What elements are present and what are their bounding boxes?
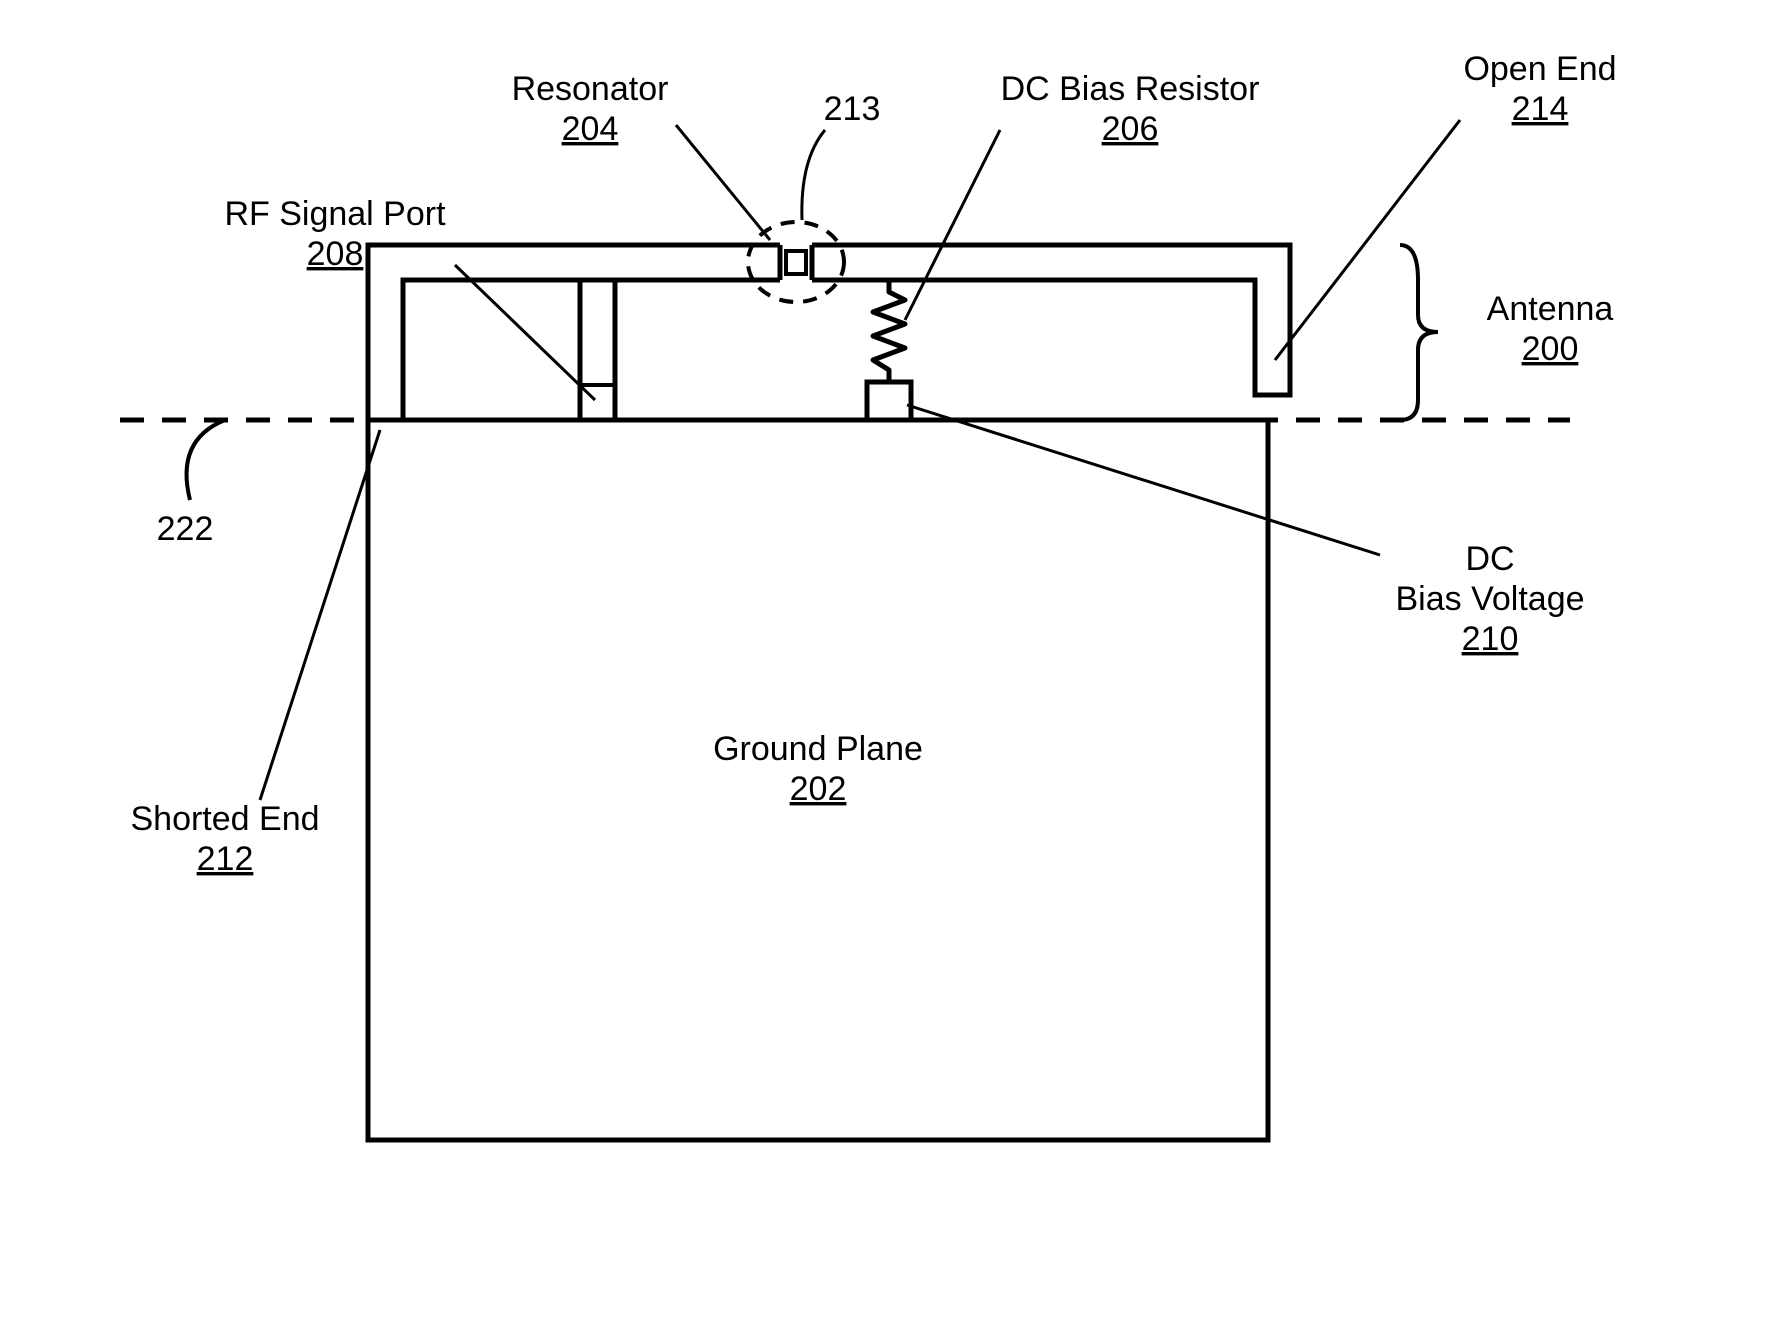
- open-end-leader: [1275, 120, 1460, 360]
- ref213-label: 213: [824, 90, 881, 128]
- ref213-ellipse: [748, 222, 844, 302]
- antenna-brace: [1400, 245, 1438, 420]
- ref222-label: 222: [157, 510, 214, 548]
- dc-bias-voltage-port: [867, 382, 911, 420]
- antenna-num: 200: [1522, 330, 1579, 368]
- dc-bias-resistor-num: 206: [1102, 110, 1159, 148]
- ref222-arc: [187, 420, 225, 500]
- antenna-label: Antenna: [1487, 290, 1614, 328]
- shorted-end-num: 212: [197, 840, 254, 878]
- resonator-block: [786, 251, 806, 274]
- ground-plane-num: 202: [790, 770, 847, 808]
- antenna-inner-left: [403, 280, 780, 420]
- antenna-schematic-diagram: Resonator 204 213 DC Bias Resistor 206 O…: [0, 0, 1783, 1322]
- resonator-label: Resonator: [512, 70, 669, 108]
- dc-bias-voltage-line1: DC: [1465, 540, 1514, 578]
- ref213-leader: [802, 130, 825, 220]
- dc-bias-resistor-label: DC Bias Resistor: [1001, 70, 1260, 108]
- resonator-num: 204: [562, 110, 619, 148]
- rf-signal-port-label: RF Signal Port: [224, 195, 446, 233]
- dc-bias-resistor-leader: [905, 130, 1000, 320]
- open-end-num: 214: [1512, 90, 1569, 128]
- shorted-end-leader: [260, 430, 380, 800]
- open-end-label: Open End: [1463, 50, 1616, 88]
- rf-signal-port-num: 208: [307, 235, 364, 273]
- ground-plane-label: Ground Plane: [713, 730, 923, 768]
- antenna-outer-left: [368, 245, 780, 420]
- antenna-outer-right: [812, 245, 1290, 395]
- rf-signal-port-leader: [455, 265, 595, 400]
- dc-bias-resistor-zigzag: [873, 280, 905, 382]
- dc-bias-voltage-leader: [907, 405, 1380, 555]
- dc-bias-voltage-num: 210: [1462, 620, 1519, 658]
- shorted-end-label: Shorted End: [130, 800, 319, 838]
- resonator-leader: [676, 125, 770, 240]
- dc-bias-voltage-line2: Bias Voltage: [1395, 580, 1584, 618]
